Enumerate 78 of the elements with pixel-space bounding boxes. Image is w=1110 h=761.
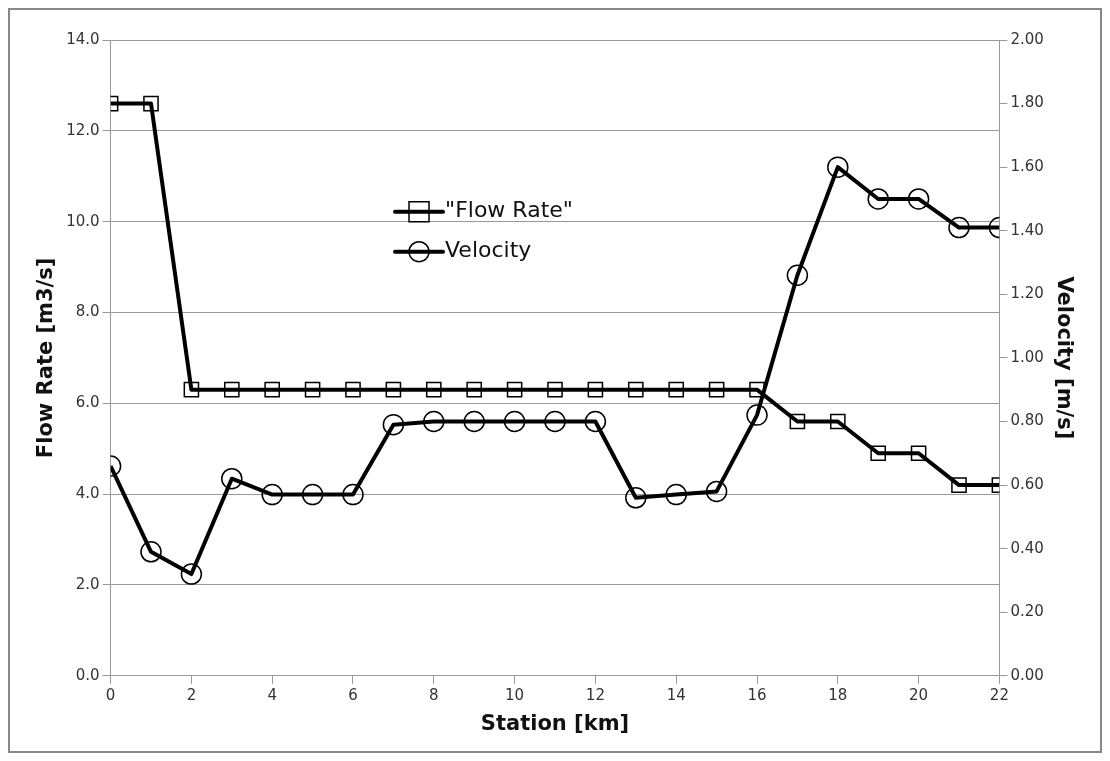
x-tick-label: 10 [505,685,525,704]
y2-tick-label: 1.40 [1010,220,1044,239]
y-axis-title: Flow Rate [m3/s] [33,257,58,459]
point [827,156,849,178]
y-tick-label: 14.0 [66,29,100,48]
point [423,410,445,433]
point [951,477,967,493]
y2-tick-label: 0.00 [1010,665,1044,684]
point [261,483,283,506]
y-tick-label: 0.0 [75,665,100,684]
point [466,381,483,398]
point [301,483,324,506]
x-tick-label: 6 [348,685,358,704]
x-tick-label: 2 [186,685,197,704]
point [140,541,162,563]
y-tick-label: 4.0 [75,484,100,503]
point [749,381,765,398]
y-tick-label: 10.0 [66,211,100,230]
point [221,467,243,490]
legend-label: Velocity [445,237,532,263]
point [506,381,523,398]
point [463,410,485,433]
point [342,483,364,506]
y2-tick-label: 1.20 [1010,284,1044,303]
point [544,410,566,433]
point [948,216,970,239]
x-tick-label: 4 [267,685,277,704]
point [907,188,930,210]
y2-tick-label: 0.60 [1010,474,1044,493]
y2-tick-label: 1.60 [1010,157,1044,176]
y-tick-label: 6.0 [75,393,100,412]
point [867,188,889,210]
x-tick-label: 18 [828,685,848,704]
point [705,480,728,503]
point [708,381,725,398]
point [668,381,685,398]
x-tick-label: 0 [105,685,116,704]
y2-tick-label: 2.00 [1010,29,1044,48]
point [143,95,159,112]
y2-tick-label: 0.40 [1010,538,1044,557]
point [625,487,647,509]
x-tick-label: 16 [747,685,767,704]
x-tick-label: 20 [909,685,929,704]
y2-tick-label: 1.00 [1010,347,1044,366]
point [789,413,806,430]
y2-tick-label: 0.20 [1010,602,1044,621]
point [584,410,607,433]
x-tick-label: 14 [666,685,686,704]
point [870,445,887,462]
y2-tick-label: 1.80 [1010,93,1044,112]
point [786,264,809,286]
x-tick-label: 8 [429,685,439,704]
point [223,381,240,398]
point [547,381,563,398]
point [425,381,442,398]
y2-tick-label: 0.80 [1010,411,1044,430]
point [304,381,321,398]
point [627,381,644,398]
point [382,413,405,436]
x-tick-label: 12 [585,685,605,704]
legend-label: "Flow Rate" [445,197,573,223]
y2-axis-title: Velocity [m/s] [1052,276,1077,440]
y-tick-label: 2.0 [75,574,100,593]
y-tick-label: 8.0 [75,302,100,321]
point [587,381,604,398]
point [746,404,768,426]
point [665,483,687,506]
y-tick-label: 12.0 [66,120,100,139]
x-tick-label: 22 [989,685,1009,704]
x-axis-title: Station [km] [480,710,630,735]
point [910,445,927,462]
point [183,381,200,398]
point [829,413,846,430]
point [180,563,203,585]
point [385,381,402,398]
point [503,410,526,433]
point [264,381,281,398]
point [345,381,361,398]
